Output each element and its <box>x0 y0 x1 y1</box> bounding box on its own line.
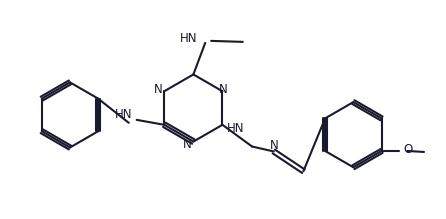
Text: HN: HN <box>180 32 197 45</box>
Text: N: N <box>219 83 228 96</box>
Text: N: N <box>269 139 278 152</box>
Text: HN: HN <box>227 122 244 135</box>
Text: N: N <box>183 138 191 151</box>
Text: O: O <box>403 143 413 157</box>
Text: N: N <box>153 83 162 96</box>
Text: HN: HN <box>115 108 133 121</box>
